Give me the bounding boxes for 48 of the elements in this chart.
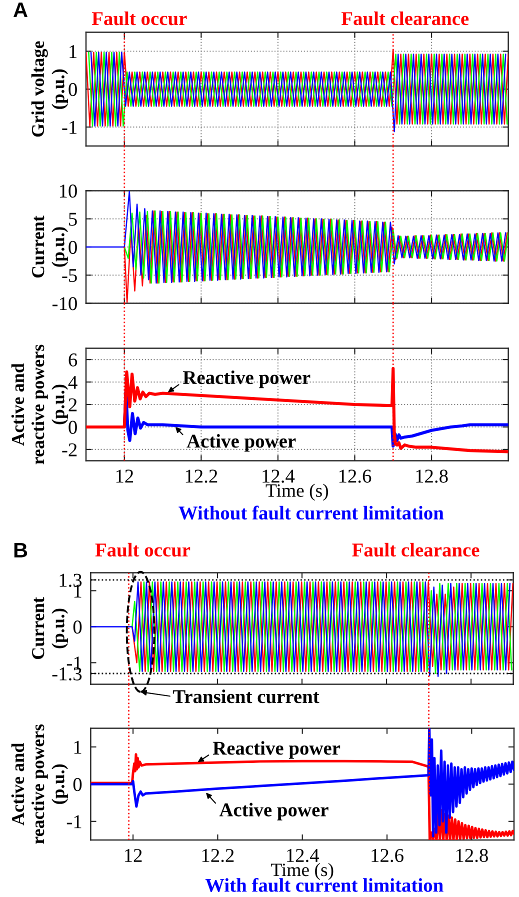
ref-line-label: Fault clearance bbox=[341, 11, 469, 26]
x-tick-label: 12.6 bbox=[372, 848, 404, 862]
chart-title: B bbox=[14, 543, 28, 558]
chart-title: A bbox=[14, 2, 28, 17]
text: Without fault current limitation bbox=[178, 506, 444, 520]
annotation: Active power bbox=[186, 434, 296, 452]
y-tick-label: 0 bbox=[68, 82, 77, 96]
annotation: Active power bbox=[219, 802, 328, 820]
y-tick-label: 6 bbox=[68, 353, 78, 366]
y-tick-label: 1.3 bbox=[60, 574, 82, 587]
x-tick-label: 12 bbox=[116, 470, 134, 483]
ref-line-label: Fault clearance bbox=[352, 542, 480, 557]
y-axis-title: Active and reactive powers (p.u.) bbox=[11, 724, 68, 844]
x-tick-label: 12 bbox=[125, 848, 142, 862]
y-tick-label: 0 bbox=[68, 420, 77, 434]
x-tick-label: 12.6 bbox=[339, 470, 372, 483]
annotation: Reactive power bbox=[182, 370, 310, 388]
y-tick-label: 0 bbox=[68, 240, 77, 254]
ref-line-label: Fault occur bbox=[92, 11, 187, 26]
text: Transient current bbox=[172, 689, 320, 704]
y-tick-label: -1 bbox=[62, 120, 76, 134]
x-tick-label: 12.8 bbox=[416, 470, 448, 483]
y-tick-label: 4 bbox=[68, 376, 78, 389]
y-tick-label: -1 bbox=[66, 815, 82, 828]
y-tick-label: 0 bbox=[73, 620, 82, 634]
x-tick-label: 12.8 bbox=[456, 848, 488, 862]
x-axis-title: Time (s) bbox=[266, 484, 328, 501]
y-tick-label: -1 bbox=[66, 656, 82, 670]
annotation: Reactive power bbox=[212, 741, 340, 759]
line-series bbox=[124, 210, 508, 284]
y-tick-label: -1.3 bbox=[52, 667, 82, 681]
ref-line-label: Fault occur bbox=[95, 542, 190, 557]
y-tick-label: 2 bbox=[68, 398, 77, 412]
x-tick-label: 12.2 bbox=[202, 848, 234, 862]
line-series bbox=[86, 190, 506, 284]
y-tick-label: 1 bbox=[70, 45, 76, 58]
y-tick-label: 5 bbox=[69, 212, 77, 226]
y-axis-title: Current (p.u.) bbox=[32, 597, 68, 660]
y-tick-label: -10 bbox=[52, 297, 77, 310]
y-tick-label: 1 bbox=[74, 740, 82, 754]
x-tick-label: 12.4 bbox=[287, 848, 320, 862]
y-tick-label: -5 bbox=[62, 269, 77, 282]
y-tick-label: -2 bbox=[62, 443, 77, 456]
y-tick-label: 0 bbox=[73, 778, 82, 792]
y-tick-label: 10 bbox=[60, 184, 77, 198]
x-tick-label: 12.4 bbox=[262, 470, 295, 483]
line-series bbox=[90, 728, 514, 838]
x-tick-label: 12.2 bbox=[186, 470, 218, 483]
